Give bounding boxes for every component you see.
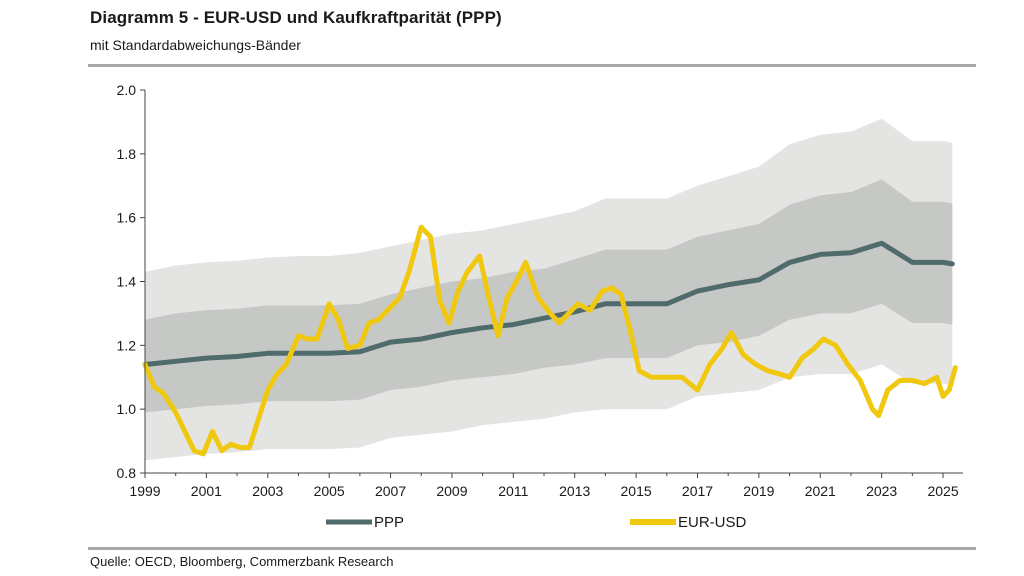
axes: 0.8 1.0 1.2 1.4 1.6 1.8 2.0 1999 2001 2003 2005 200… [117,82,963,499]
legend: PPP EUR-USD [326,514,747,531]
x-tick-label: 2009 [436,483,467,499]
bottom-divider [88,547,976,550]
y-tick-label: 1.8 [117,146,137,162]
eurusd-line [142,224,958,457]
chart-title: Diagramm 5 - EUR-USD und Kaufkraftparitä… [90,8,502,27]
y-tick-label: 2.0 [117,82,137,98]
y-tick-label: 1.2 [117,337,137,353]
x-tick-label: 2023 [866,483,897,499]
x-tick-label: 1999 [129,483,160,499]
x-tick-label: 2015 [621,483,652,499]
x-tick-label: 2019 [743,483,774,499]
x-tick-label: 2025 [927,483,958,499]
x-tick-label: 2021 [805,483,836,499]
source-note: Quelle: OECD, Bloomberg, Commerzbank Res… [90,554,394,569]
legend-label-ppp: PPP [374,514,404,531]
x-tick-label: 2003 [252,483,283,499]
y-tick-label: 1.0 [117,401,137,417]
legend-label-eurusd: EUR-USD [678,514,747,531]
chart-subtitle: mit Standardabweichungs-Bänder [90,37,301,53]
x-tick-label: 2011 [498,483,528,499]
std-dev-bands [145,118,953,461]
y-tick-label: 0.8 [117,465,137,481]
y-tick-label: 1.6 [117,210,137,226]
top-divider [88,64,976,67]
ppp-line [142,240,955,367]
y-tick-label: 1.4 [117,274,137,290]
x-tick-label: 2001 [191,483,222,499]
x-tick-label: 2013 [559,483,590,499]
series-lines [142,224,958,457]
x-tick-label: 2007 [375,483,406,499]
x-tick-label: 2005 [314,483,345,499]
x-tick-label: 2017 [682,483,713,499]
